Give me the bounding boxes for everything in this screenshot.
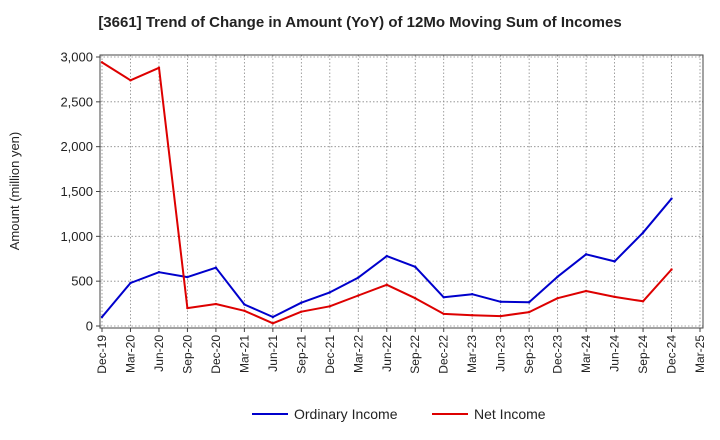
y-tick-label: 2,500 [60, 94, 93, 109]
data-point [641, 300, 645, 303]
data-point [442, 312, 445, 316]
data-point [357, 276, 360, 279]
y-axis: 0 500 1,000 1,500 2,000 2,500 3,000 [60, 50, 100, 334]
x-tick-label: Jun-24 [608, 335, 622, 372]
x-tick-label: Jun-21 [266, 335, 280, 372]
legend: Ordinary Income Net Income [252, 406, 546, 422]
x-tick-label: Sep-20 [180, 335, 194, 374]
x-tick-label: Dec-22 [437, 335, 451, 374]
data-point [271, 315, 275, 319]
data-point [385, 283, 388, 286]
data-point [670, 268, 673, 271]
x-tick-label: Dec-20 [209, 335, 223, 374]
data-point [499, 314, 502, 318]
y-tick-label: 0 [86, 319, 93, 334]
data-point [100, 61, 104, 64]
data-point [271, 322, 275, 325]
y-tick-label: 1,500 [60, 184, 93, 199]
data-point [243, 309, 246, 312]
data-point [499, 300, 502, 303]
grid [100, 55, 703, 328]
data-point [527, 310, 531, 314]
data-point [186, 306, 189, 310]
x-tick-label: Mar-25 [693, 335, 707, 373]
x-tick-label: Jun-23 [494, 335, 508, 372]
data-point [470, 314, 474, 317]
data-point [556, 275, 559, 278]
x-tick-label: Dec-24 [665, 335, 679, 374]
data-point [328, 291, 332, 294]
data-point [129, 79, 132, 82]
x-tick-label: Jun-20 [152, 335, 166, 372]
x-tick-label: Mar-22 [351, 335, 365, 373]
x-tick-label: Sep-21 [294, 335, 308, 374]
x-tick-label: Mar-24 [579, 335, 593, 373]
x-tick-label: Dec-21 [323, 335, 337, 374]
data-point [186, 275, 189, 279]
data-point [414, 297, 417, 300]
data-point [357, 294, 360, 297]
y-axis-label: Amount (million yen) [7, 132, 22, 251]
data-point [641, 231, 645, 234]
x-tick-label: Dec-19 [95, 335, 109, 374]
data-point [214, 302, 218, 306]
x-tick-label: Dec-23 [551, 335, 565, 374]
x-tick-label: Sep-24 [636, 335, 650, 374]
data-point [613, 295, 616, 299]
x-tick-label: Mar-21 [237, 335, 251, 373]
x-tick-label: Mar-20 [123, 335, 137, 373]
data-point [670, 197, 673, 200]
y-tick-label: 2,000 [60, 139, 93, 154]
data-point [214, 266, 218, 269]
y-tick-label: 1,000 [60, 229, 93, 244]
data-point [527, 301, 531, 304]
y-tick-label: 500 [71, 274, 93, 289]
x-tick-label: Sep-23 [522, 335, 536, 374]
chart-title: [3661] Trend of Change in Amount (YoY) o… [98, 14, 622, 31]
x-tick-label: Mar-23 [465, 335, 479, 373]
data-point [300, 301, 303, 304]
x-tick-label: Sep-22 [408, 335, 422, 374]
data-point [243, 303, 246, 306]
data-point [584, 289, 588, 293]
data-point [100, 315, 104, 319]
series [100, 61, 673, 325]
data-point [442, 296, 445, 299]
legend-label: Net Income [474, 406, 546, 422]
data-point [613, 260, 616, 263]
data-point [414, 265, 417, 269]
data-point [470, 292, 474, 296]
data-point [328, 305, 332, 308]
legend-label: Ordinary Income [294, 406, 398, 422]
data-point [129, 281, 132, 285]
y-tick-label: 3,000 [60, 50, 93, 65]
x-axis: Dec-19 Mar-20 Jun-20 Sep-20 Dec-20 Mar-21 Jun-… [95, 328, 707, 374]
data-point [157, 66, 161, 69]
data-point [385, 254, 388, 258]
data-point [556, 297, 559, 300]
data-point [584, 253, 588, 256]
data-point [157, 271, 161, 274]
data-point [300, 310, 303, 313]
x-tick-label: Jun-22 [380, 335, 394, 372]
